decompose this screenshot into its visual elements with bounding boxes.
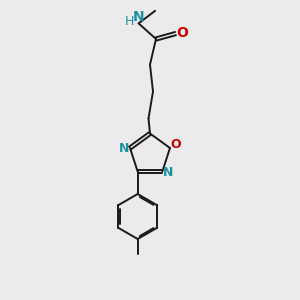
- Text: N: N: [163, 166, 173, 178]
- Text: N: N: [119, 142, 129, 155]
- Text: O: O: [176, 26, 188, 40]
- Text: H: H: [124, 15, 134, 28]
- Text: N: N: [133, 10, 144, 24]
- Text: O: O: [170, 138, 181, 151]
